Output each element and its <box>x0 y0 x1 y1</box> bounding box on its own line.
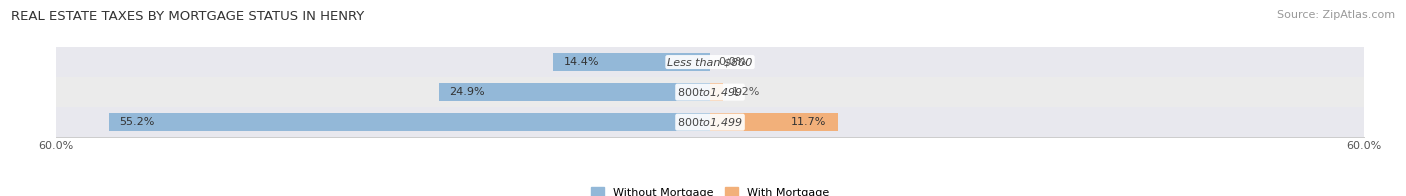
Bar <box>553 53 710 71</box>
Text: 0.0%: 0.0% <box>718 57 747 67</box>
Text: Less than $800: Less than $800 <box>668 57 752 67</box>
Text: 24.9%: 24.9% <box>450 87 485 97</box>
Bar <box>439 83 710 102</box>
Bar <box>710 83 723 102</box>
Text: 55.2%: 55.2% <box>120 117 155 127</box>
Bar <box>56 47 1364 77</box>
Text: REAL ESTATE TAXES BY MORTGAGE STATUS IN HENRY: REAL ESTATE TAXES BY MORTGAGE STATUS IN … <box>11 10 364 23</box>
Bar <box>710 113 838 132</box>
Bar <box>56 107 1364 137</box>
Text: Source: ZipAtlas.com: Source: ZipAtlas.com <box>1277 10 1395 20</box>
Bar <box>108 113 710 132</box>
Text: 1.2%: 1.2% <box>731 87 761 97</box>
Legend: Without Mortgage, With Mortgage: Without Mortgage, With Mortgage <box>586 183 834 196</box>
Text: $800 to $1,499: $800 to $1,499 <box>678 116 742 129</box>
Text: 11.7%: 11.7% <box>792 117 827 127</box>
Text: 14.4%: 14.4% <box>564 57 599 67</box>
Text: $800 to $1,499: $800 to $1,499 <box>678 86 742 99</box>
Bar <box>56 77 1364 107</box>
